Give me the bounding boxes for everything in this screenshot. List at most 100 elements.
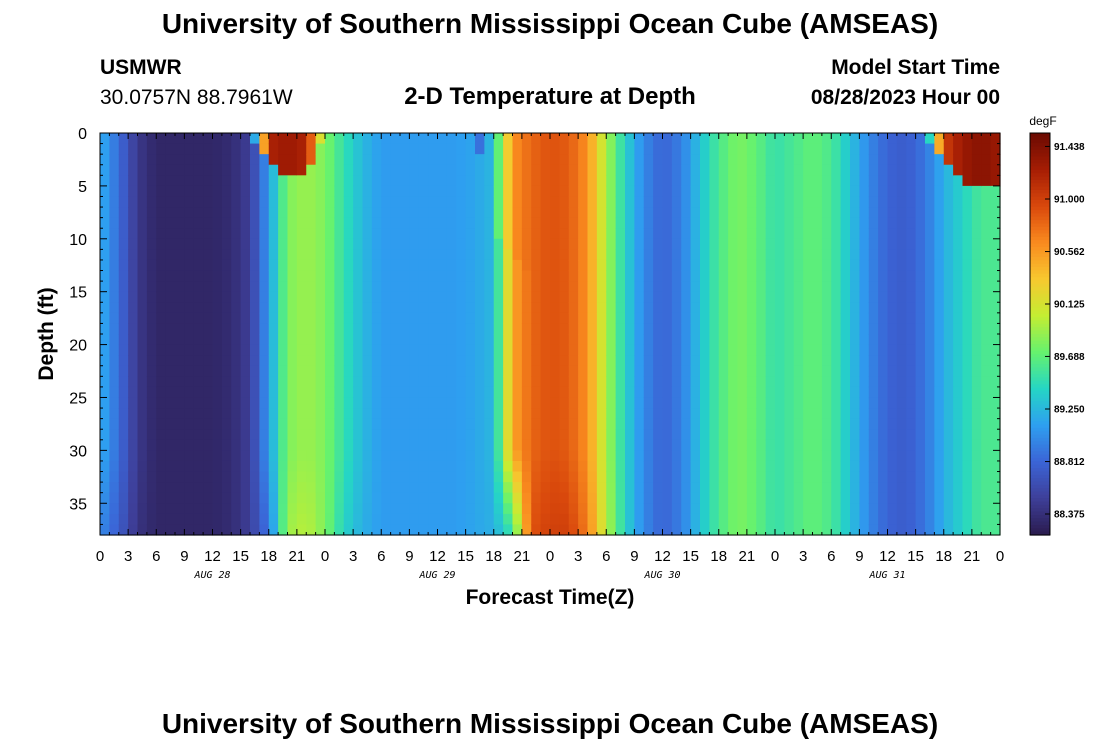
heatmap-cell (493, 312, 504, 325)
heatmap-cell (250, 154, 260, 166)
heatmap-cell (400, 323, 410, 335)
heatmap-cell (681, 439, 692, 451)
heatmap-cell (887, 471, 898, 483)
heatmap-cell (887, 281, 898, 293)
heatmap-cell (428, 281, 439, 293)
heatmap-cell (615, 133, 626, 145)
heatmap-cell (221, 439, 232, 451)
heatmap-cell (896, 143, 907, 155)
heatmap-cell (550, 185, 560, 198)
heatmap-cell (465, 143, 476, 155)
heatmap-cell (437, 355, 448, 367)
colorbar-segment (1030, 290, 1050, 295)
heatmap-cell (943, 281, 954, 293)
heatmap-cell (503, 408, 514, 420)
heatmap-cell (381, 450, 392, 462)
heatmap-cell (418, 164, 429, 176)
heatmap-cell (690, 207, 701, 219)
heatmap-cell (596, 291, 607, 303)
heatmap-cell (775, 524, 785, 536)
heatmap-cell (653, 164, 664, 176)
heatmap-cell (793, 249, 804, 261)
heatmap-cell (184, 291, 195, 303)
heatmap-cell (184, 450, 195, 462)
heatmap-cell (315, 281, 326, 293)
heatmap-cell (362, 270, 373, 282)
colorbar-segment (1030, 243, 1050, 248)
heatmap-cell (662, 154, 673, 166)
heatmap-cell (868, 207, 879, 219)
heatmap-cell (709, 524, 720, 536)
heatmap-cell (165, 471, 176, 483)
heatmap-cell (531, 323, 542, 335)
heatmap-cell (156, 312, 167, 325)
heatmap-cell (296, 471, 307, 483)
heatmap-cell (465, 228, 476, 240)
heatmap-cell (118, 513, 129, 526)
heatmap-cell (418, 323, 429, 335)
heatmap-cell (915, 249, 926, 261)
heatmap-cell (446, 175, 457, 187)
heatmap-cell (278, 259, 289, 272)
heatmap-cell (184, 492, 195, 504)
heatmap-cell (850, 207, 860, 219)
heatmap-cell (221, 408, 232, 420)
heatmap-cell (250, 429, 260, 441)
heatmap-cell (756, 460, 767, 473)
heatmap-cell (793, 281, 804, 293)
heatmap-cell (756, 334, 767, 346)
heatmap-cell (371, 460, 382, 473)
heatmap-cell (484, 164, 495, 176)
heatmap-cell (540, 482, 551, 494)
heatmap-cell (296, 323, 307, 335)
heatmap-cell (475, 238, 485, 250)
heatmap-cell (962, 386, 973, 399)
heatmap-cell (850, 482, 860, 494)
heatmap-cell (521, 450, 532, 462)
heatmap-cell (550, 259, 560, 272)
heatmap-cell (231, 376, 242, 388)
heatmap-cell (325, 418, 335, 430)
heatmap-cell (775, 312, 785, 325)
heatmap-cell (671, 376, 682, 388)
heatmap-cell (756, 238, 767, 250)
heatmap-cell (596, 143, 607, 155)
heatmap-cell (334, 386, 345, 399)
heatmap-cell (578, 249, 589, 261)
heatmap-cell (906, 418, 917, 430)
heatmap-cell (840, 302, 851, 314)
heatmap-cell (859, 344, 870, 356)
heatmap-cell (709, 365, 720, 377)
heatmap-cell (953, 376, 964, 388)
heatmap-cell (606, 143, 617, 155)
heatmap-cell (296, 460, 307, 473)
heatmap-cell (146, 217, 157, 229)
heatmap-cell (737, 513, 748, 526)
heatmap-cell (156, 164, 167, 176)
heatmap-cell (578, 513, 589, 526)
heatmap-cell (737, 334, 748, 346)
heatmap-cell (971, 418, 982, 430)
heatmap-cell (775, 291, 785, 303)
heatmap-cell (240, 492, 251, 504)
heatmap-cell (690, 217, 701, 229)
heatmap-cell (315, 196, 326, 208)
heatmap-cell (990, 355, 1001, 367)
heatmap-cell (896, 355, 907, 367)
heatmap-cell (700, 386, 710, 399)
colorbar-segment (1030, 203, 1050, 208)
heatmap-cell (100, 450, 110, 462)
heatmap-cell (128, 471, 139, 483)
heatmap-cell (371, 196, 382, 208)
heatmap-cell (700, 291, 710, 303)
heatmap-cell (915, 312, 926, 325)
heatmap-cell (100, 323, 110, 335)
heatmap-cell (118, 291, 129, 303)
heatmap-cell (587, 259, 598, 272)
heatmap-cell (240, 323, 251, 335)
heatmap-cell (400, 207, 410, 219)
heatmap-cell (306, 270, 317, 282)
heatmap-cell (568, 355, 579, 367)
heatmap-cell (465, 238, 476, 250)
heatmap-cell (362, 312, 373, 325)
